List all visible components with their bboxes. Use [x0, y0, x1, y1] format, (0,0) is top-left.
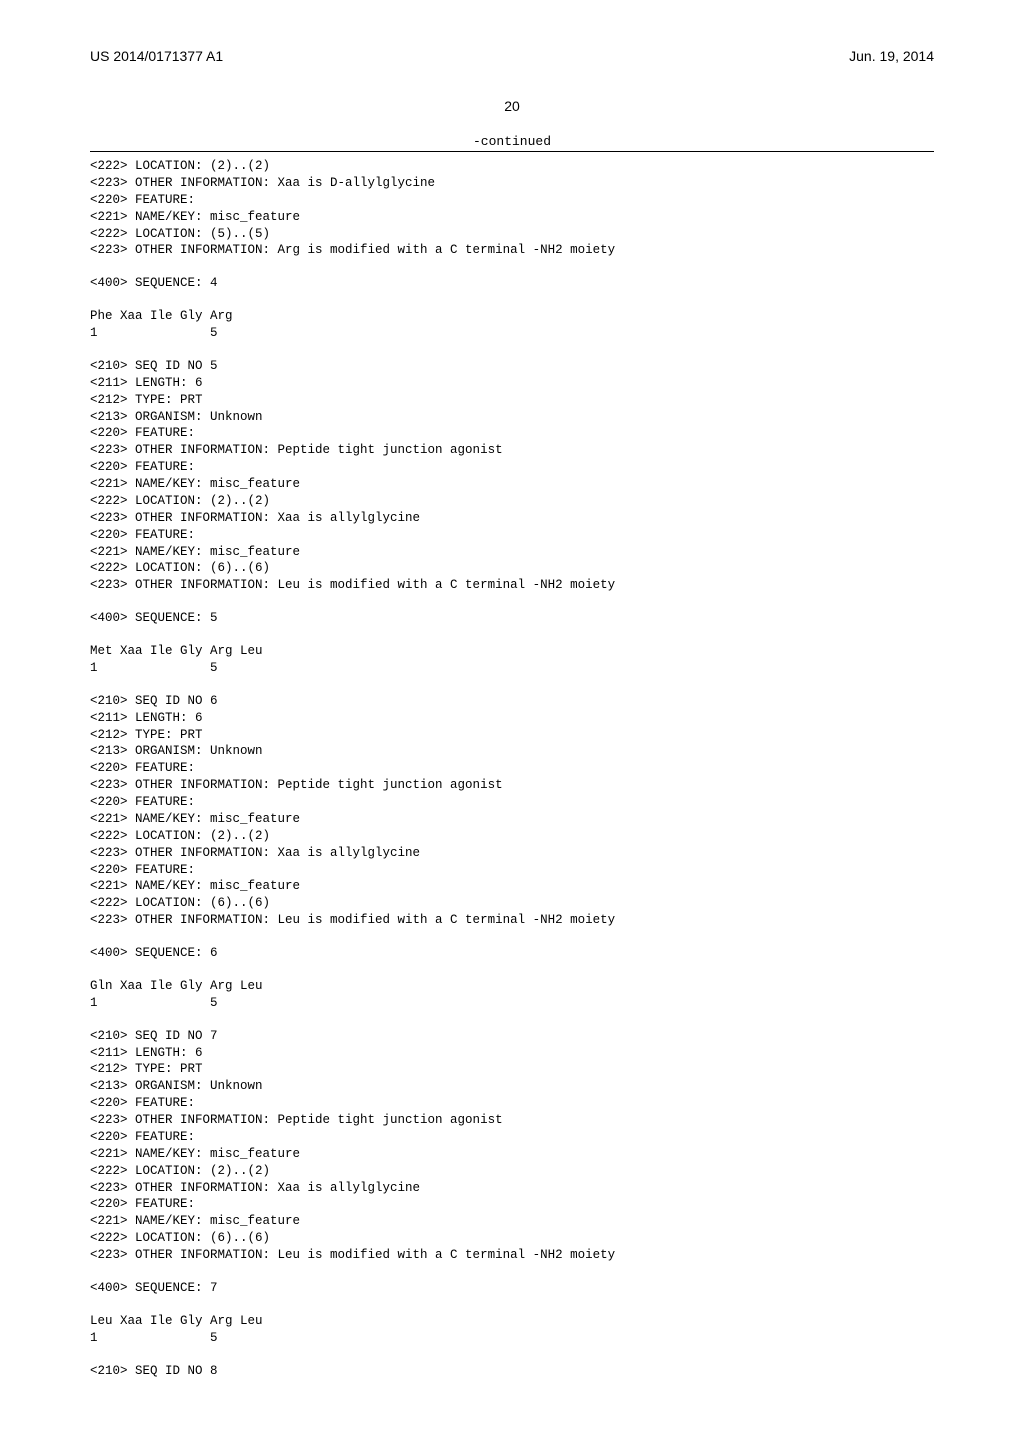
patent-page: US 2014/0171377 A1 Jun. 19, 2014 20 -con… [0, 0, 1024, 1435]
seq-block: <210> SEQ ID NO 7 <211> LENGTH: 6 <212> … [90, 1028, 934, 1264]
page-number: 20 [90, 98, 934, 114]
publication-number: US 2014/0171377 A1 [90, 48, 223, 64]
seq-block: <210> SEQ ID NO 5 <211> LENGTH: 6 <212> … [90, 358, 934, 594]
horizontal-rule [90, 151, 934, 152]
page-header: US 2014/0171377 A1 Jun. 19, 2014 [90, 48, 934, 64]
seq-block: <400> SEQUENCE: 7 [90, 1280, 934, 1297]
seq-block: <400> SEQUENCE: 6 [90, 945, 934, 962]
sequence-listing: <222> LOCATION: (2)..(2) <223> OTHER INF… [90, 158, 934, 1379]
seq-block: <400> SEQUENCE: 5 [90, 610, 934, 627]
continued-label: -continued [90, 134, 934, 149]
seq-block: Leu Xaa Ile Gly Arg Leu 1 5 [90, 1313, 934, 1347]
seq-block: Phe Xaa Ile Gly Arg 1 5 [90, 308, 934, 342]
seq-block: Met Xaa Ile Gly Arg Leu 1 5 [90, 643, 934, 677]
publication-date: Jun. 19, 2014 [849, 48, 934, 64]
seq-block: <210> SEQ ID NO 6 <211> LENGTH: 6 <212> … [90, 693, 934, 929]
seq-block: <400> SEQUENCE: 4 [90, 275, 934, 292]
seq-block: <222> LOCATION: (2)..(2) <223> OTHER INF… [90, 158, 934, 259]
seq-block: Gln Xaa Ile Gly Arg Leu 1 5 [90, 978, 934, 1012]
seq-block: <210> SEQ ID NO 8 [90, 1363, 934, 1380]
